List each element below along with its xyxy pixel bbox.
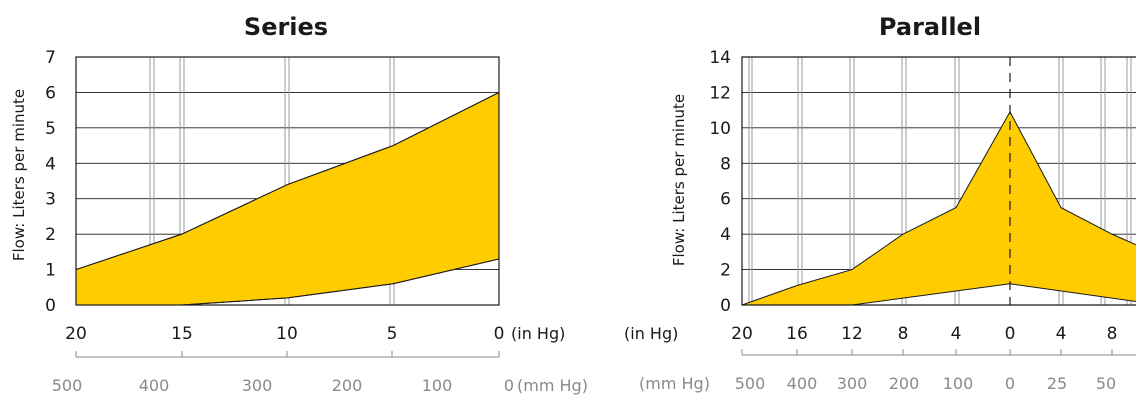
series-x-tick-label: 10	[276, 324, 298, 344]
parallel-secondary-tick-label: 200	[889, 374, 920, 393]
parallel-x-tick-label: 12	[841, 324, 863, 344]
series-x-tick-label: 15	[171, 324, 193, 344]
parallel-y-tick-label: 14	[709, 48, 731, 68]
series-plot-frame	[75, 56, 500, 306]
parallel-secondary-tick-label: 0	[1005, 374, 1015, 393]
parallel-x-tick-label: 8	[898, 324, 909, 344]
parallel-secondary-tick-label: 25	[1047, 374, 1067, 393]
parallel-y-tick-label: 0	[720, 296, 731, 316]
parallel-x-tick-label: 8	[1107, 324, 1118, 344]
parallel-upper-line	[741, 110, 1136, 306]
parallel-y-tick-label: 8	[720, 154, 731, 174]
series-chart: Series Flow: Liters per minute 0 1 2 3 4 5 6 7 2…	[10, 13, 588, 395]
parallel-x-tick-label: 4	[1056, 324, 1067, 344]
parallel-y-tick-label: 10	[709, 119, 731, 139]
parallel-secondary-tick-label: 500	[735, 374, 766, 393]
series-secondary-tick-label: 100	[422, 376, 453, 395]
series-upper-line	[75, 91, 500, 271]
parallel-secondary-tick-label: 400	[787, 374, 818, 393]
series-x-tick-label: 0	[494, 324, 505, 344]
series-y-tick-label: 5	[45, 119, 56, 139]
series-y-tick-label: 3	[45, 190, 56, 210]
parallel-x-tick-label: 0	[1005, 324, 1016, 344]
series-chart-title: Series	[244, 13, 328, 41]
parallel-plot-frame	[741, 56, 1136, 306]
parallel-secondary-tick-label: 100	[943, 374, 974, 393]
series-y-tick-label: 6	[45, 83, 56, 103]
series-secondary-tick-label: 200	[332, 376, 363, 395]
series-y-tick-label: 4	[45, 154, 56, 174]
parallel-secondary-unit-label: (mm Hg)	[639, 374, 710, 393]
parallel-chart-title: Parallel	[879, 13, 981, 41]
parallel-x-tick-label: 20	[731, 324, 753, 344]
series-x-tick-label: 20	[65, 324, 87, 344]
series-secondary-unit-label: (mm Hg)	[517, 376, 588, 395]
parallel-chart: Parallel Flow: Liters per minute 0 2 4 6 8 10…	[624, 13, 1136, 393]
parallel-y-tick-label: 2	[720, 261, 731, 281]
series-y-axis-label: Flow: Liters per minute	[10, 89, 28, 261]
parallel-y-axis-label: Flow: Liters per minute	[670, 94, 688, 266]
parallel-flow-band	[742, 111, 1136, 306]
series-secondary-tick-label: 0	[504, 376, 514, 395]
parallel-y-tick-label: 12	[709, 83, 731, 103]
series-secondary-tick-label: 500	[52, 376, 83, 395]
parallel-secondary-tick-label: 300	[837, 374, 868, 393]
series-secondary-tick-label: 400	[139, 376, 170, 395]
parallel-y-tick-label: 4	[720, 225, 731, 245]
series-y-tick-label: 0	[45, 296, 56, 316]
parallel-x-unit-label: (in Hg)	[624, 324, 678, 343]
parallel-secondary-tick-label: 50	[1096, 374, 1116, 393]
parallel-x-tick-label: 16	[786, 324, 808, 344]
parallel-x-tick-label: 4	[951, 324, 962, 344]
series-x-tick-label: 5	[387, 324, 398, 344]
series-x-unit-label: (in Hg)	[511, 324, 565, 343]
series-y-tick-label: 1	[45, 261, 56, 281]
series-y-tick-label: 7	[45, 48, 56, 68]
parallel-y-tick-label: 6	[720, 190, 731, 210]
series-secondary-tick-label: 300	[242, 376, 273, 395]
series-y-tick-label: 2	[45, 225, 56, 245]
